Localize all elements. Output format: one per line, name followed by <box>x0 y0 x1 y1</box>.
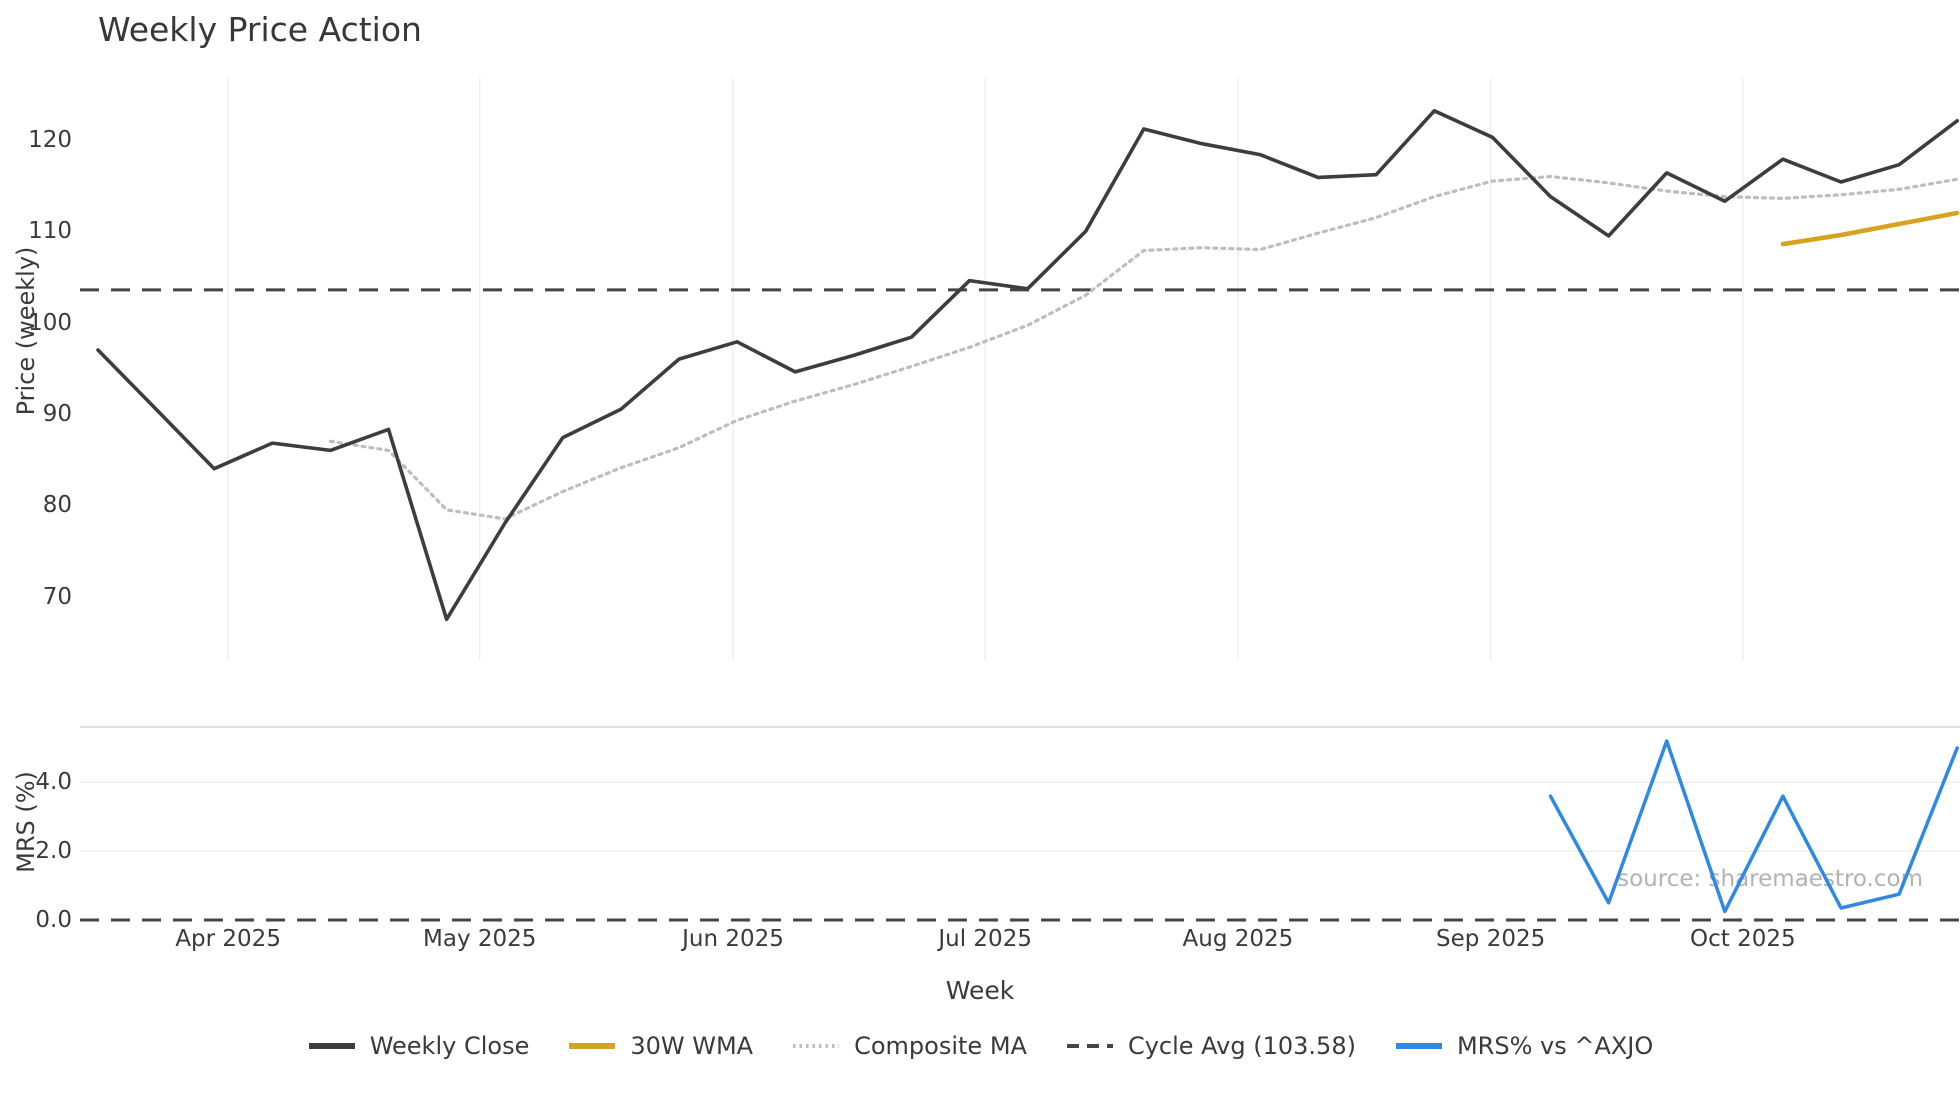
mrs-vs-axjo-line <box>1548 739 1959 914</box>
mrs-axis-label: MRS (%) <box>12 771 40 873</box>
30w-wma-line <box>1780 210 1960 247</box>
chart-title: Weekly Price Action <box>98 10 422 49</box>
legend-label: 30W WMA <box>630 1032 754 1060</box>
mrs-tick-label: 0.0 <box>35 907 72 933</box>
legend-swatch-cycle-avg-103-58 <box>1066 1044 1113 1048</box>
legend-item-30w-wma: 30W WMA <box>567 1032 753 1060</box>
price-tick-label: 120 <box>28 127 72 153</box>
month-tick-label: May 2025 <box>423 926 537 952</box>
legend: Weekly Close 30W WMA Composite MA Cycle Avg… <box>0 1032 1960 1060</box>
price-axis-label: Price (weekly) <box>12 246 40 416</box>
legend-label: Cycle Avg (103.58) <box>1127 1032 1356 1060</box>
price-tick-label: 110 <box>28 218 72 245</box>
weekly-close-line <box>96 109 1959 622</box>
legend-swatch-mrs-vs-axjo <box>1395 1043 1442 1049</box>
price-tick-label: 100 <box>28 309 72 336</box>
legend-label: MRS% vs ^AXJO <box>1456 1032 1654 1060</box>
legend-swatch-composite-ma <box>793 1044 840 1048</box>
legend-item-mrs-vs-axjo: MRS% vs ^AXJO <box>1394 1032 1653 1060</box>
price-tick-label: 80 <box>42 492 72 519</box>
legend-swatch-weekly-close <box>308 1043 355 1049</box>
composite-ma-line <box>328 174 1959 521</box>
month-tick-label: Oct 2025 <box>1689 926 1796 952</box>
legend-swatch-30w-wma <box>569 1043 616 1049</box>
source-watermark: source: sharemaestro.com <box>1617 866 1923 892</box>
month-tick-label: Sep 2025 <box>1436 926 1546 952</box>
month-tick-label: Apr 2025 <box>175 926 281 952</box>
month-tick-label: Jun 2025 <box>682 926 784 952</box>
mrs-tick-label: 4.0 <box>35 769 72 796</box>
x-axis-label: Week <box>945 976 1015 1005</box>
month-tick-label: Jul 2025 <box>938 926 1032 952</box>
month-tick-label: Aug 2025 <box>1182 926 1294 952</box>
legend-item-cycle-avg-103-58: Cycle Avg (103.58) <box>1065 1032 1356 1060</box>
legend-item-composite-ma: Composite MA <box>791 1032 1027 1060</box>
price-tick-label: 90 <box>42 400 72 427</box>
legend-item-weekly-close: Weekly Close <box>307 1032 530 1060</box>
legend-label: Composite MA <box>854 1032 1027 1060</box>
mrs-tick-label: 2.0 <box>35 838 72 865</box>
price-tick-label: 70 <box>42 583 72 610</box>
legend-label: Weekly Close <box>369 1032 530 1060</box>
